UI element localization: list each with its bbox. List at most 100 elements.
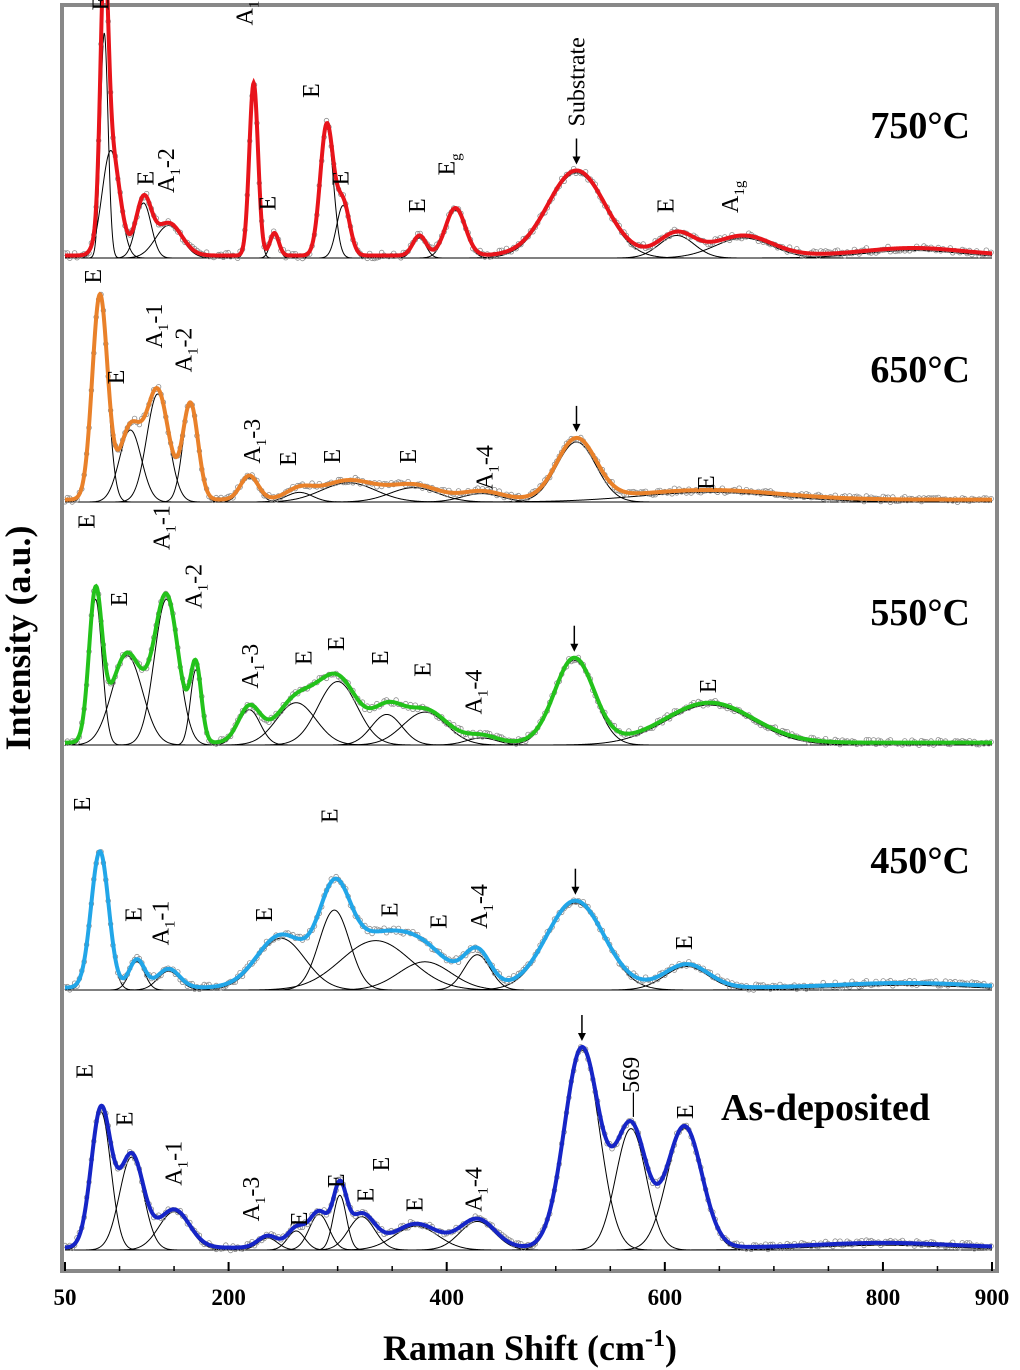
component-peak — [118, 598, 215, 746]
peak-label: E — [104, 370, 130, 385]
peak-label: E — [81, 269, 107, 284]
peak-label: A1-4 — [467, 884, 497, 929]
component-peak — [279, 1213, 359, 1251]
panel-1: E E A1-1A1-2 A1-3 E E E A1-4 E 650°C — [62, 269, 994, 505]
spectra-panels: EEA1-2A1-3EEEEEgEA1gSubstrate750°CEEA1-1… — [62, 0, 994, 1254]
component-peak — [325, 713, 448, 746]
peak-label: E — [673, 1104, 699, 1119]
peak-label: E — [672, 935, 698, 950]
data-points — [62, 18, 994, 262]
component-peak — [236, 84, 272, 259]
peak-569-label: —569 — [619, 1057, 645, 1118]
peak-label: E — [324, 1173, 350, 1188]
component-peak — [420, 737, 543, 746]
arrow-head — [572, 423, 581, 432]
peak-label: E — [696, 679, 722, 694]
panel-label: 750°C — [870, 105, 970, 147]
component-peak — [114, 393, 202, 503]
peak-label: E — [276, 451, 302, 466]
component-peak — [424, 954, 530, 991]
panel-label: 450°C — [870, 840, 970, 882]
x-tick-label: 400 — [429, 1285, 464, 1310]
arrow-head — [572, 156, 581, 165]
x-axis-ticks: 50 200 400 600 800 900 — [54, 1262, 1010, 1310]
arrow-head — [577, 1033, 586, 1042]
peak-label: E — [403, 1197, 429, 1212]
peak-label: E — [410, 662, 436, 677]
component-peak — [273, 909, 396, 991]
component-peak — [337, 711, 513, 746]
component-peak — [535, 704, 885, 746]
fit-curve — [65, 291, 992, 502]
peak-label: E — [378, 902, 404, 917]
substrate-label: Substrate — [564, 37, 590, 126]
component-peak — [463, 172, 690, 259]
component-peak — [174, 669, 218, 746]
component-peak — [416, 209, 495, 259]
peak-label: E — [72, 1064, 98, 1079]
peak-label: E — [74, 514, 100, 529]
component-peak — [112, 1211, 236, 1251]
peak-label: E — [318, 808, 344, 823]
fit-curve — [64, 1045, 993, 1250]
peak-label: E — [292, 650, 318, 665]
peak-label: E — [252, 907, 278, 922]
peak-label: A1-1 — [162, 1141, 192, 1186]
peak-label: E — [133, 171, 159, 186]
peak-label: E — [329, 171, 355, 186]
component-peak — [184, 937, 377, 991]
y-axis-title: Intensity (a.u.) — [0, 525, 38, 750]
peak-label: E — [113, 1112, 139, 1127]
peak-label: A1-1 — [142, 304, 172, 349]
data-points — [62, 849, 994, 993]
peak-label: E — [89, 0, 115, 11]
peak-label: E — [256, 196, 282, 211]
component-peak — [316, 204, 370, 259]
component-peak — [112, 202, 175, 259]
component-peak — [621, 1244, 993, 1251]
peak-label: A1-2 — [172, 328, 202, 373]
peak-label: E — [320, 449, 346, 464]
peak-label: E — [107, 592, 133, 607]
peak-label: A1-1 — [149, 901, 179, 946]
peak-label: E — [287, 1212, 313, 1227]
peak-label: A1-3 — [233, 0, 263, 26]
component-peak — [614, 1128, 755, 1251]
peak-label: A1-4 — [462, 1167, 492, 1212]
component-peak — [495, 659, 653, 746]
peak-label: A1-2 — [154, 148, 184, 193]
peak-label: A1-4 — [462, 670, 492, 715]
component-peak — [236, 940, 516, 991]
x-axis-title: Raman Shift (cm-1) — [383, 1326, 677, 1368]
x-tick-label: 600 — [648, 1285, 683, 1310]
peak-label: E — [369, 1157, 395, 1172]
fit-curve — [64, 849, 993, 990]
x-tick-label: 900 — [975, 1285, 1010, 1310]
component-peak — [83, 1156, 180, 1251]
arrow-head — [570, 643, 579, 652]
component-peak — [88, 32, 120, 259]
component-peak — [86, 429, 175, 503]
x-tick-label: 800 — [866, 1285, 901, 1310]
peak-label: E — [427, 914, 453, 929]
peak-label: E — [396, 449, 422, 464]
component-peak — [629, 237, 857, 259]
component-peak — [313, 1194, 367, 1251]
fit-curve — [65, 583, 992, 745]
peak-label: E — [368, 650, 394, 665]
peak-label: A1-4 — [473, 445, 503, 490]
component-peak — [607, 234, 747, 259]
data-points — [62, 1044, 994, 1254]
x-tick-label: 50 — [54, 1285, 77, 1310]
peak-label: E — [121, 907, 147, 922]
peak-label: E — [299, 83, 325, 98]
peak-label: A1-3 — [240, 419, 270, 464]
peak-label: E — [694, 475, 720, 490]
data-points — [62, 586, 994, 748]
peak-label: E — [405, 198, 431, 213]
fit-curve — [65, 0, 993, 258]
component-peak — [69, 297, 131, 503]
